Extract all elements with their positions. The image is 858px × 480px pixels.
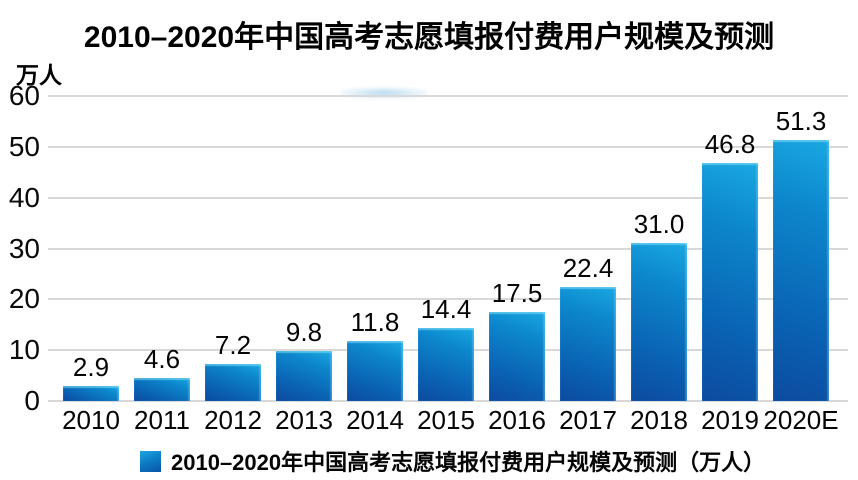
gridline [48,196,848,199]
x-axis-tick-label: 2020E [763,405,839,435]
x-axis-tick-label: 2010 [62,405,120,435]
bar [205,364,261,401]
gridline [48,247,848,250]
value-label: 4.6 [143,343,181,374]
x-axis-tick-label: 2014 [346,405,404,435]
x-axis-tick-label: 2016 [488,405,546,435]
gridline [48,400,848,402]
x-axis-tick-label: 2017 [559,405,617,435]
y-axis-tick-label: 40 [8,181,40,213]
legend-label: 2010–2020年中国高考志愿填报付费用户规模及预测（万人） [171,450,766,475]
bar [631,243,687,401]
x-axis-tick-label: 2013 [275,405,333,435]
bar [560,287,616,401]
gridline [48,95,848,97]
bar [276,351,332,401]
bar [347,341,403,401]
y-axis-tick-label: 30 [8,232,40,264]
y-axis-unit-label: 万人 [16,62,62,88]
value-label: 31.0 [633,209,685,240]
legend: 2010–2020年中国高考志愿填报付费用户规模及预测（万人） [140,445,765,477]
y-axis-tick-label: 0 [24,385,40,416]
bar [134,377,190,401]
bar [773,140,829,401]
value-label: 17.5 [491,278,543,308]
x-axis-tick-label: 2018 [630,405,688,435]
value-label: 46.8 [704,129,756,160]
gridline [48,145,848,148]
x-axis-tick-label: 2012 [204,405,262,435]
x-axis-tick-label: 2019 [701,405,759,435]
value-label: 2.9 [72,352,110,383]
value-label: 14.4 [420,293,472,324]
y-axis-tick-label: 20 [8,283,40,315]
bar [702,163,758,401]
x-axis-tick-label: 2011 [134,405,190,435]
chart-title: 2010–2020年中国高考志愿填报付费用户规模及预测 [83,21,775,54]
bar [489,312,545,401]
legend-swatch-icon [140,450,161,472]
bar [63,386,119,401]
x-axis-tick-label: 2015 [417,405,475,435]
value-label: 7.2 [214,330,252,361]
y-axis-tick-label: 50 [8,130,40,162]
value-label: 51.3 [775,106,827,137]
y-axis-tick-label: 60 [8,80,40,111]
value-label: 11.8 [350,307,400,337]
value-label: 9.8 [285,317,323,348]
y-axis-tick-label: 10 [8,334,40,366]
gridline [48,298,848,301]
bar [418,327,474,401]
value-label: 22.4 [562,253,614,284]
watermark-smudge [340,87,428,99]
